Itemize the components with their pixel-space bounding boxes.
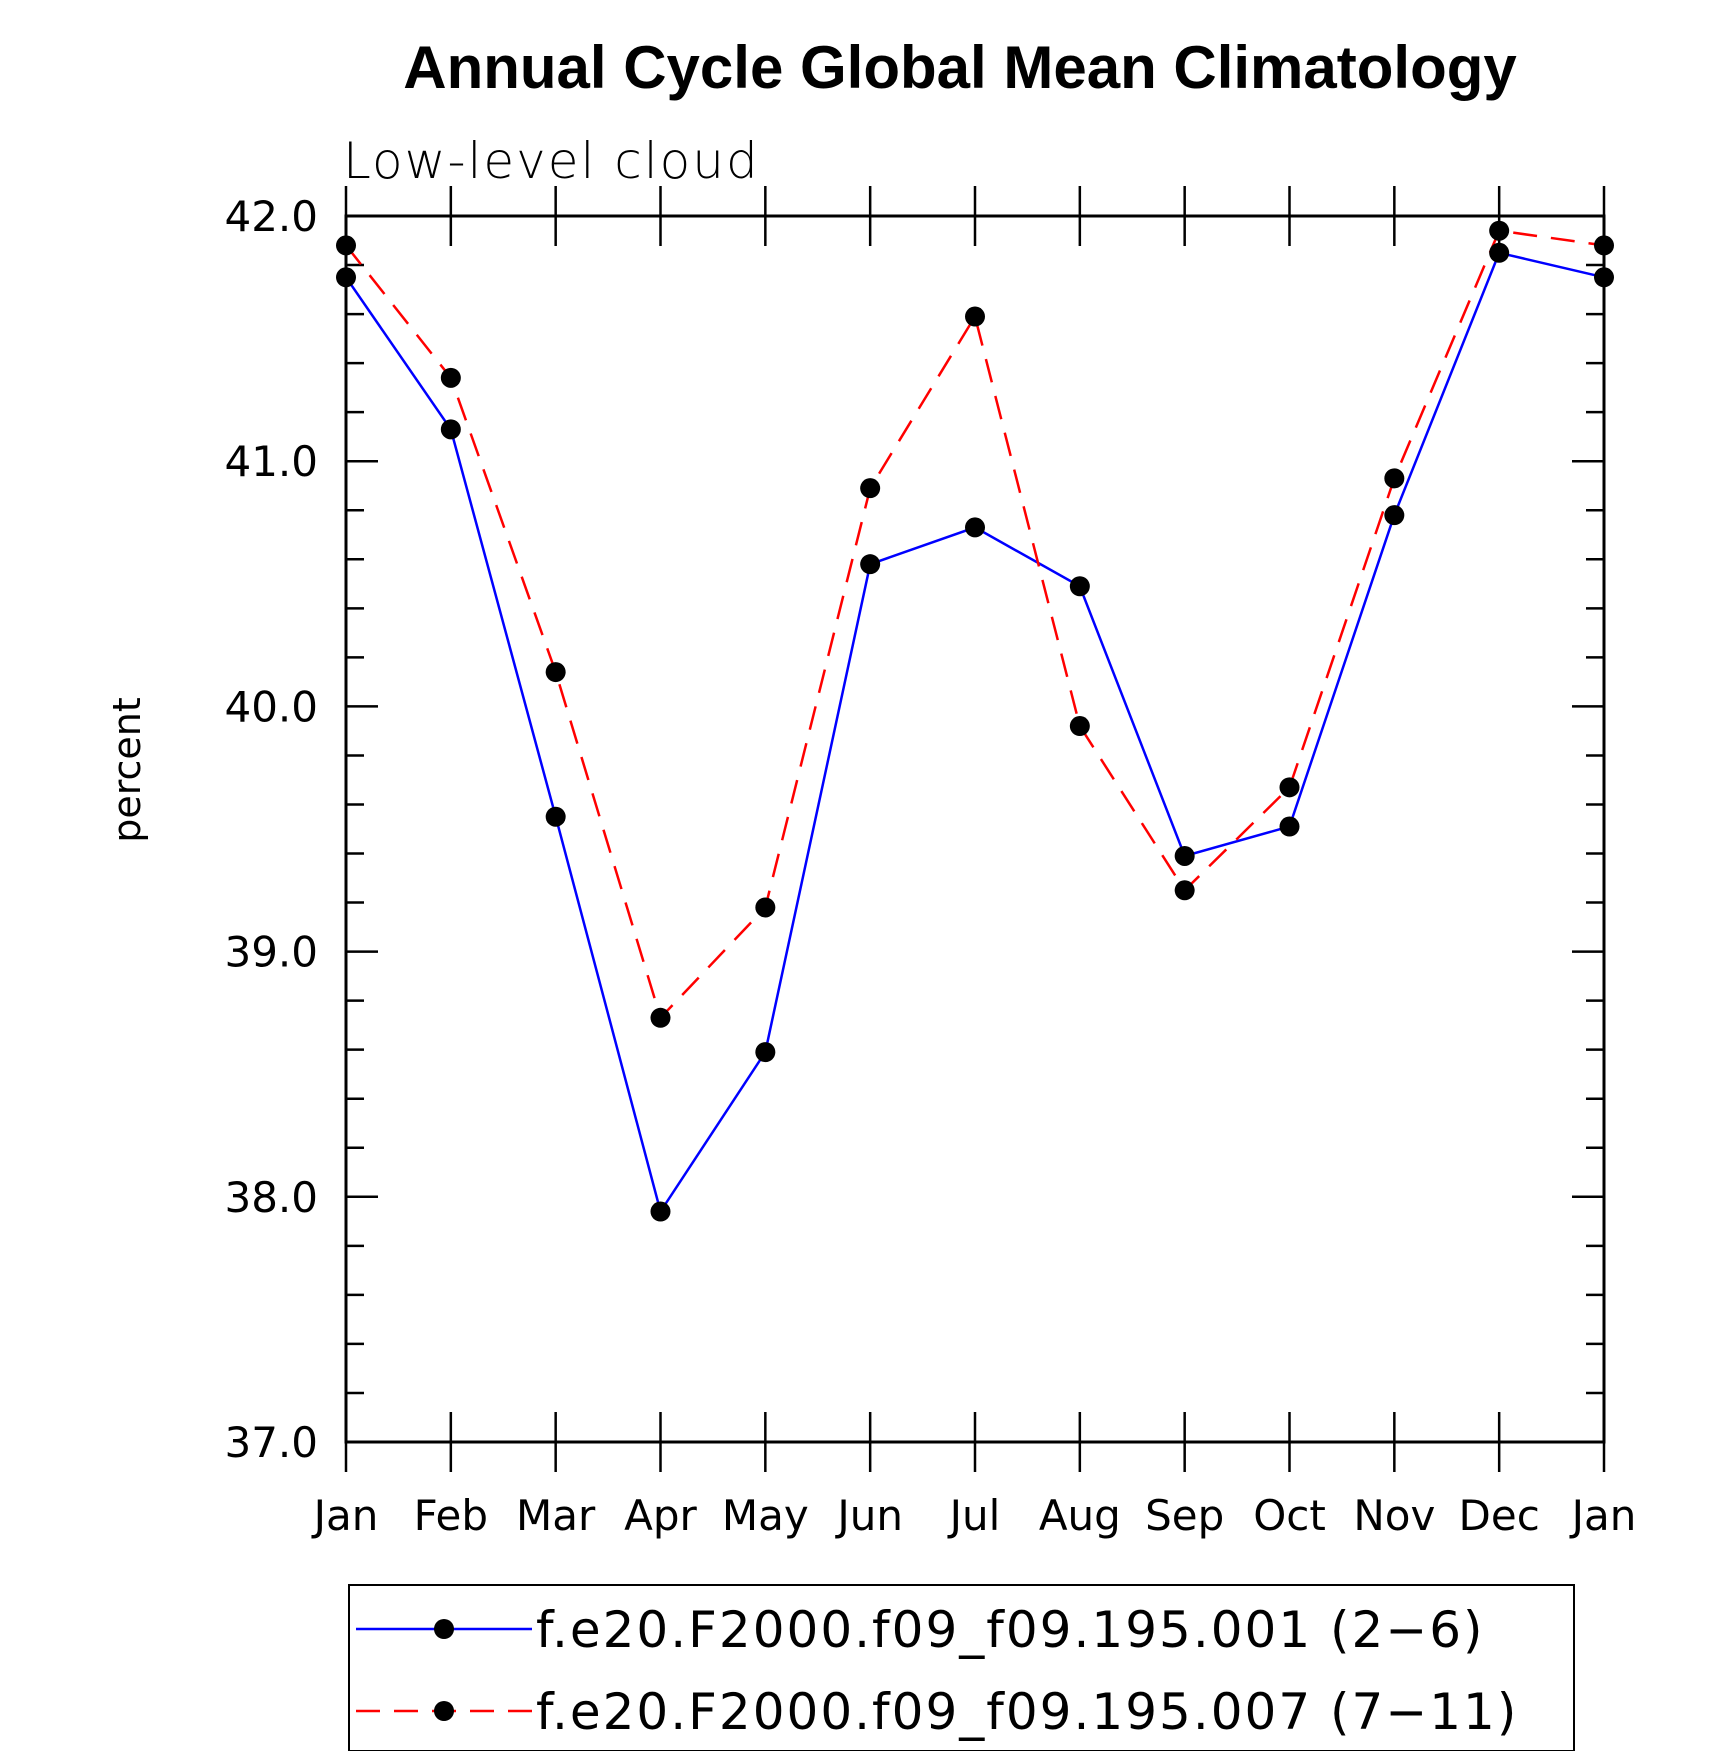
x-tick-label: Sep xyxy=(1145,1491,1224,1540)
data-point-series-2 xyxy=(1489,220,1510,241)
series-line-1 xyxy=(344,251,1605,1215)
legend-label-1: f.e20.F2000.f09_f09.195.001 (2−6) xyxy=(536,1601,1485,1659)
data-point-series-1 xyxy=(860,554,881,575)
x-tick-label: Jun xyxy=(834,1491,903,1540)
data-point-series-1 xyxy=(1384,505,1405,526)
x-tick-label: Dec xyxy=(1459,1491,1540,1540)
chart-subtitle: Low-level cloud xyxy=(343,132,760,190)
legend-marker-1 xyxy=(434,1619,454,1639)
data-point-series-2 xyxy=(1174,880,1195,901)
x-tick-label: Feb xyxy=(414,1491,488,1540)
data-point-series-1 xyxy=(755,1042,776,1063)
x-tick-label: May xyxy=(722,1491,809,1540)
plot-area: 42.0 41.0 40.0 39.0 38.0 37.0 Jan Feb Mar Apr May J… xyxy=(224,186,1636,1540)
series-line-2 xyxy=(345,229,1605,1021)
x-tick-label: Oct xyxy=(1253,1491,1326,1540)
x-tick-label: Jan xyxy=(311,1491,379,1540)
data-point-series-2 xyxy=(1594,235,1614,256)
y-tick-label: 41.0 xyxy=(224,437,318,486)
data-point-series-2 xyxy=(336,235,356,256)
data-point-series-2 xyxy=(755,897,776,918)
data-point-series-1 xyxy=(336,267,356,288)
x-tick-label: Jan xyxy=(1569,1491,1637,1540)
data-point-series-2 xyxy=(1384,468,1405,489)
data-point-series-1 xyxy=(440,419,461,440)
data-point-series-2 xyxy=(1069,716,1090,737)
data-point-series-2 xyxy=(545,662,566,683)
data-point-series-2 xyxy=(1279,777,1300,798)
chart-title: Annual Cycle Global Mean Climatology xyxy=(403,34,1517,101)
data-point-series-1 xyxy=(1174,845,1195,866)
y-axis-label: percent xyxy=(105,697,149,843)
legend: f.e20.F2000.f09_f09.195.001 (2−6) f.e20.F… xyxy=(348,1584,1575,1752)
legend-marker-2 xyxy=(434,1701,454,1721)
x-tick-label: Apr xyxy=(624,1491,697,1540)
legend-label-2: f.e20.F2000.f09_f09.195.007 (7−11) xyxy=(536,1683,1518,1741)
x-tick-label: Nov xyxy=(1353,1491,1435,1540)
x-tick-label: Jul xyxy=(947,1491,1001,1540)
plot-frame xyxy=(344,214,1606,1444)
data-point-series-1 xyxy=(965,517,985,538)
y-tick-label: 37.0 xyxy=(224,1418,318,1467)
data-point-series-1 xyxy=(1279,816,1300,837)
legend-box xyxy=(348,1584,1575,1752)
y-tick-label: 38.0 xyxy=(224,1173,318,1222)
data-point-series-2 xyxy=(440,367,461,388)
data-point-series-1 xyxy=(650,1201,671,1222)
y-tick-label: 42.0 xyxy=(224,192,318,241)
data-point-series-2 xyxy=(860,478,881,499)
data-point-series-2 xyxy=(965,306,985,327)
data-point-series-1 xyxy=(1069,576,1090,597)
y-tick-label: 39.0 xyxy=(224,928,318,977)
data-point-series-2 xyxy=(650,1007,671,1028)
data-point-series-1 xyxy=(1489,242,1510,263)
data-point-series-1 xyxy=(1594,267,1614,288)
data-point-series-1 xyxy=(545,806,566,827)
x-tick-label: Mar xyxy=(516,1491,596,1540)
x-tick-label: Aug xyxy=(1039,1491,1121,1540)
y-tick-label: 40.0 xyxy=(224,682,318,731)
